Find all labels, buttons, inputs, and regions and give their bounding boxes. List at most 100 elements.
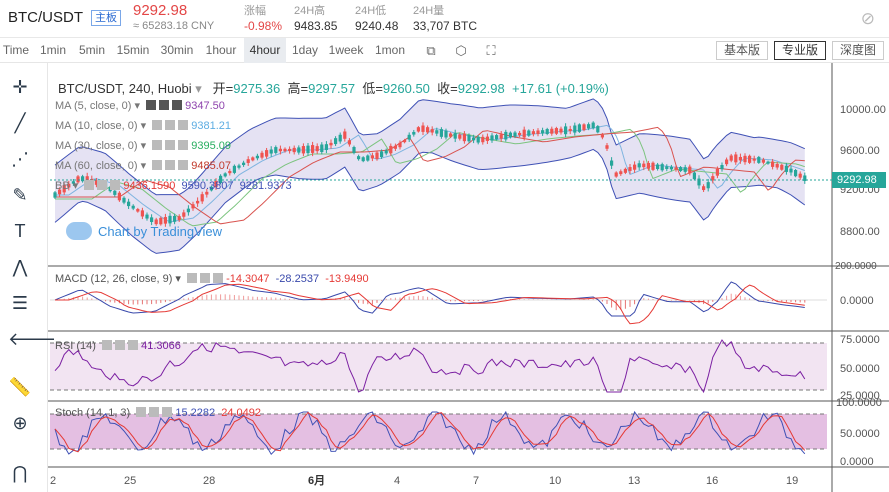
gear-icon[interactable]: [165, 140, 176, 150]
candle-body: [71, 181, 75, 184]
low-label: 24H低: [355, 5, 387, 17]
stoch-d-line: [54, 411, 806, 453]
candle-body: [660, 164, 664, 171]
ma60-value: 9485.07: [191, 160, 232, 172]
close-icon[interactable]: [162, 407, 173, 417]
ma60-legend[interactable]: MA (60, close, 0) ▾ 9485.07: [55, 160, 232, 172]
tf-4hour[interactable]: 4hour: [244, 38, 286, 63]
gear-icon[interactable]: [165, 120, 176, 130]
rsi-line: [54, 339, 806, 394]
fullscreen-icon[interactable]: ⛶: [486, 43, 496, 58]
depth-chart-button[interactable]: 深度图: [832, 41, 884, 60]
gear-icon[interactable]: [159, 100, 170, 110]
pro-version-button[interactable]: 专业版: [774, 41, 826, 60]
close-icon[interactable]: [128, 340, 139, 350]
candle-body: [775, 163, 779, 168]
candle-body: [646, 162, 650, 169]
tf-5min[interactable]: 5min: [78, 43, 105, 57]
tf-time[interactable]: Time: [2, 43, 30, 57]
tf-1hour[interactable]: 1hour: [205, 43, 237, 57]
ruler-icon[interactable]: 📏: [8, 377, 32, 397]
tf-15min[interactable]: 15min: [116, 43, 150, 57]
candle-body: [182, 212, 186, 217]
candle-body: [173, 215, 177, 222]
candle-body: [472, 137, 476, 141]
candle-body: [531, 131, 535, 135]
low-value: 9260.50: [382, 81, 430, 96]
volume-label: 24H量: [413, 5, 445, 17]
measure-icon[interactable]: ☰: [11, 293, 29, 313]
tf-1min[interactable]: 1min: [39, 43, 66, 57]
eye-icon[interactable]: [152, 140, 163, 150]
gear-icon[interactable]: [165, 160, 176, 170]
candle-body: [407, 134, 411, 140]
open-value: 9275.36: [233, 81, 281, 96]
macd-legend[interactable]: MACD (12, 26, close, 9) ▾ -14.3047 -28.2…: [55, 273, 369, 285]
indicator-icon[interactable]: ⬡: [455, 43, 467, 58]
trend-line-icon[interactable]: ╱: [14, 113, 26, 133]
brush-icon[interactable]: ✎: [12, 185, 28, 205]
candle-body: [338, 134, 342, 142]
candle-body: [214, 180, 218, 188]
candle-body: [669, 166, 673, 170]
close-icon[interactable]: [172, 100, 183, 110]
magnet-icon[interactable]: ⋂: [12, 463, 28, 483]
candle-body: [789, 168, 793, 173]
eye-icon[interactable]: [136, 407, 147, 417]
eye-icon[interactable]: [146, 100, 157, 110]
gear-icon[interactable]: [200, 273, 211, 283]
candle-body: [380, 151, 384, 157]
macd-tick-0: 0.0000: [840, 295, 874, 307]
close-icon[interactable]: [178, 140, 189, 150]
candle-body: [761, 159, 765, 163]
close-icon[interactable]: [110, 180, 121, 190]
eye-icon[interactable]: [187, 273, 198, 283]
tf-1mon[interactable]: 1mon: [374, 43, 406, 57]
gear-icon[interactable]: [149, 407, 160, 417]
candle-body: [674, 167, 678, 170]
candle-body: [384, 150, 388, 154]
close-icon[interactable]: [178, 120, 189, 130]
bb-lower-value: 9281.9373: [239, 180, 292, 192]
close-icon[interactable]: [213, 273, 224, 283]
hide-icon[interactable]: ⊘: [860, 9, 875, 28]
candle-body: [522, 129, 526, 138]
candle-body: [536, 130, 540, 134]
axis-tick-9600: 9600.00: [840, 145, 880, 157]
pattern-icon[interactable]: ⋀: [12, 257, 28, 277]
candle-body: [223, 173, 227, 177]
tf-1week[interactable]: 1week: [328, 43, 364, 57]
candle-body: [798, 173, 802, 178]
eye-icon[interactable]: [102, 340, 113, 350]
bb-legend[interactable]: BB ▾ 9436.1590 9590.3807 9281.9373: [55, 180, 292, 192]
gear-icon[interactable]: [97, 180, 108, 190]
pair-name[interactable]: BTC/USDT: [8, 9, 83, 26]
candle-body: [545, 129, 549, 134]
candle-body: [715, 168, 719, 176]
close-icon[interactable]: [178, 160, 189, 170]
symbol-title[interactable]: BTC/USDT, 240, Huobi: [58, 81, 192, 96]
zoom-icon[interactable]: ⊕: [12, 413, 28, 433]
tf-1day[interactable]: 1day: [291, 43, 319, 57]
candle-body: [421, 125, 425, 132]
eye-icon[interactable]: [84, 180, 95, 190]
rsi-legend[interactable]: RSI (14) 41.3066: [55, 340, 181, 352]
back-arrow-icon[interactable]: 🡐: [8, 329, 57, 349]
candle-type-icon[interactable]: ⧉: [426, 43, 436, 58]
date-tick: 19: [786, 475, 798, 487]
chart-canvas[interactable]: 10000.00 9600.00 9200.00 8800.00 200.000…: [48, 63, 889, 492]
basic-version-button[interactable]: 基本版: [716, 41, 768, 60]
candle-body: [393, 145, 397, 149]
text-icon[interactable]: T: [14, 221, 26, 241]
ma5-legend[interactable]: MA (5, close, 0) ▾ 9347.50: [55, 100, 225, 112]
fib-icon[interactable]: ⋰: [11, 149, 29, 169]
eye-icon[interactable]: [152, 120, 163, 130]
tradingview-watermark[interactable]: Chart by TradingView: [66, 222, 222, 240]
ma10-legend[interactable]: MA (10, close, 0) ▾ 9381.21: [55, 120, 232, 132]
stoch-legend[interactable]: Stoch (14, 1, 3) 15.2282 24.0492: [55, 407, 261, 419]
gear-icon[interactable]: [115, 340, 126, 350]
eye-icon[interactable]: [152, 160, 163, 170]
crosshair-icon[interactable]: ✛: [12, 77, 28, 97]
ma30-legend[interactable]: MA (30, close, 0) ▾ 9395.09: [55, 140, 232, 152]
tf-30min[interactable]: 30min: [160, 43, 194, 57]
